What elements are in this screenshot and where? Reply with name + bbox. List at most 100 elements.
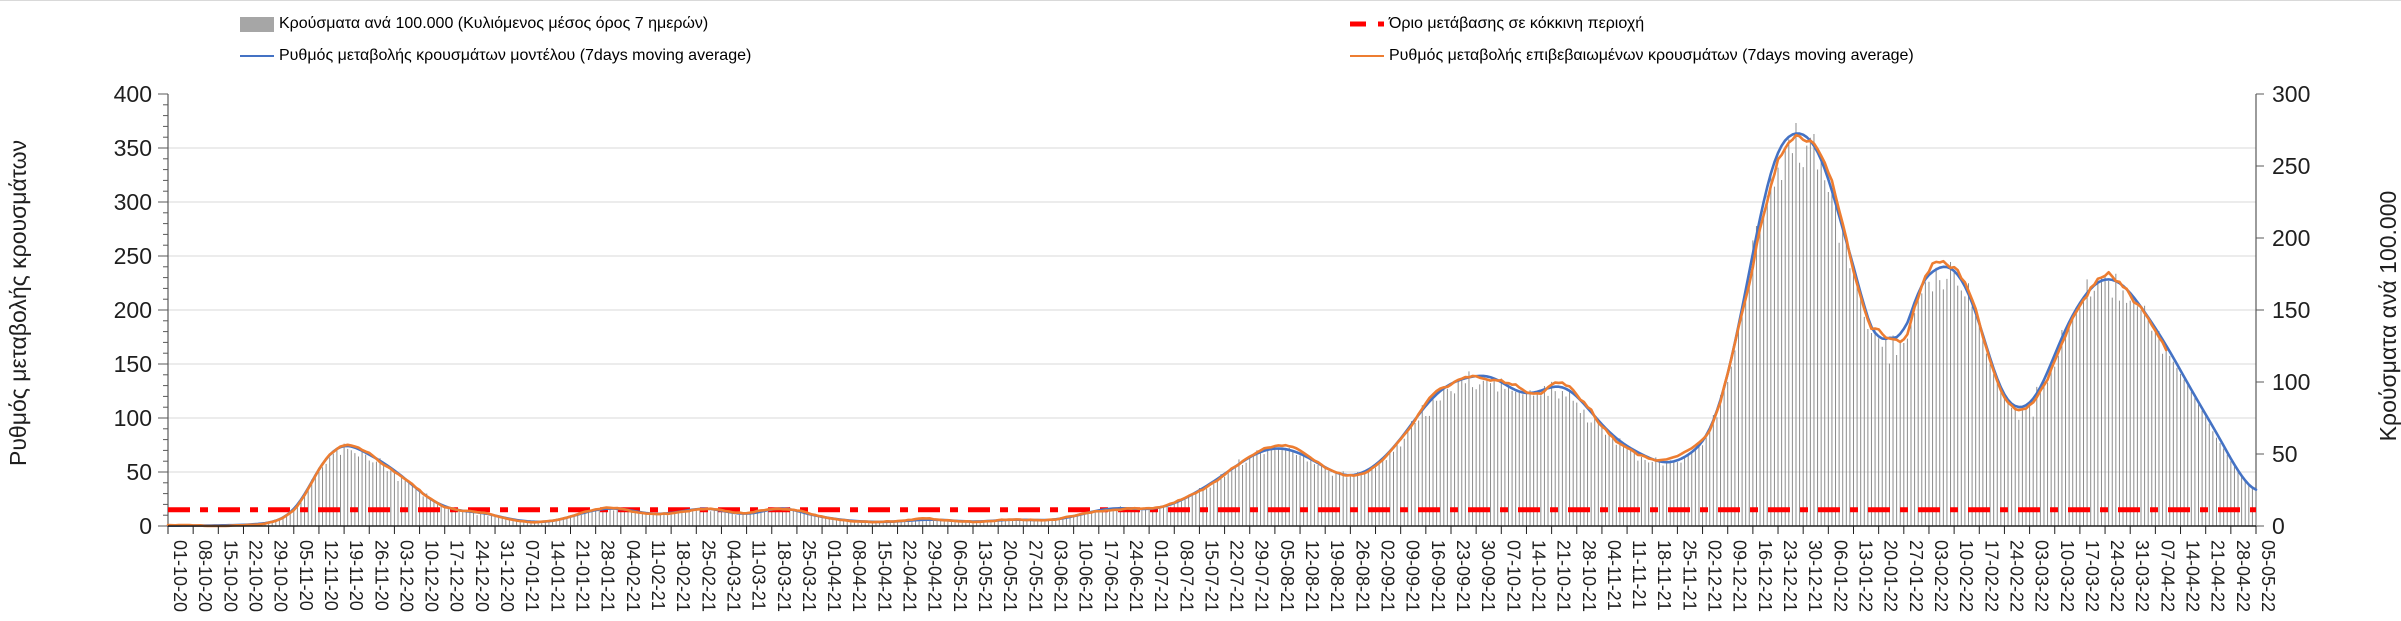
svg-text:27-05-21: 27-05-21 <box>1025 540 1045 612</box>
svg-text:14-10-21: 14-10-21 <box>1528 540 1548 612</box>
svg-text:11-02-21: 11-02-21 <box>648 540 668 611</box>
svg-text:31-03-22: 31-03-22 <box>2132 540 2152 612</box>
svg-text:300: 300 <box>2272 81 2310 107</box>
svg-text:03-12-20: 03-12-20 <box>396 540 416 612</box>
svg-text:50: 50 <box>126 459 152 485</box>
svg-text:28-04-22: 28-04-22 <box>2233 540 2253 612</box>
svg-text:10-02-22: 10-02-22 <box>1956 540 1976 612</box>
svg-text:14-04-22: 14-04-22 <box>2183 540 2203 612</box>
svg-text:04-03-21: 04-03-21 <box>723 540 743 612</box>
svg-text:15-07-21: 15-07-21 <box>1201 540 1221 612</box>
svg-text:19-11-20: 19-11-20 <box>346 540 366 611</box>
svg-text:02-12-21: 02-12-21 <box>1705 540 1725 612</box>
svg-text:100: 100 <box>2272 369 2310 395</box>
svg-text:07-01-21: 07-01-21 <box>522 540 542 612</box>
svg-text:04-02-21: 04-02-21 <box>623 540 643 612</box>
svg-text:01-04-21: 01-04-21 <box>824 540 844 612</box>
svg-text:0: 0 <box>2272 513 2285 539</box>
svg-text:0: 0 <box>139 513 152 539</box>
svg-text:08-07-21: 08-07-21 <box>1176 540 1196 612</box>
svg-text:24-02-22: 24-02-22 <box>2006 540 2026 612</box>
svg-text:10-06-21: 10-06-21 <box>1076 540 1096 612</box>
svg-text:05-11-20: 05-11-20 <box>296 540 316 611</box>
svg-text:06-05-21: 06-05-21 <box>950 540 970 612</box>
svg-text:18-11-21: 18-11-21 <box>1654 540 1674 611</box>
svg-text:350: 350 <box>114 135 152 161</box>
svg-text:19-08-21: 19-08-21 <box>1327 540 1347 612</box>
svg-text:24-12-20: 24-12-20 <box>472 540 492 612</box>
svg-text:14-01-21: 14-01-21 <box>547 540 567 612</box>
svg-text:400: 400 <box>114 81 152 107</box>
svg-text:29-04-21: 29-04-21 <box>925 540 945 612</box>
svg-text:21-01-21: 21-01-21 <box>573 540 593 612</box>
svg-text:30-12-21: 30-12-21 <box>1805 540 1825 612</box>
svg-text:04-11-21: 04-11-21 <box>1604 540 1624 611</box>
svg-text:05-08-21: 05-08-21 <box>1277 540 1297 612</box>
svg-text:02-09-21: 02-09-21 <box>1378 540 1398 612</box>
svg-text:08-04-21: 08-04-21 <box>849 540 869 612</box>
svg-text:200: 200 <box>2272 225 2310 251</box>
svg-text:15-04-21: 15-04-21 <box>874 540 894 612</box>
svg-text:22-04-21: 22-04-21 <box>900 540 920 612</box>
svg-text:31-12-20: 31-12-20 <box>497 540 517 612</box>
svg-text:18-02-21: 18-02-21 <box>673 540 693 612</box>
svg-text:26-11-20: 26-11-20 <box>371 540 391 611</box>
svg-text:13-05-21: 13-05-21 <box>975 540 995 612</box>
svg-text:20-01-22: 20-01-22 <box>1881 540 1901 612</box>
svg-text:10-12-20: 10-12-20 <box>422 540 442 612</box>
svg-text:01-10-20: 01-10-20 <box>170 540 190 612</box>
svg-text:11-03-21: 11-03-21 <box>749 540 769 611</box>
svg-text:50: 50 <box>2272 441 2298 467</box>
svg-text:28-01-21: 28-01-21 <box>598 540 618 612</box>
svg-text:29-10-20: 29-10-20 <box>271 540 291 612</box>
svg-text:06-01-22: 06-01-22 <box>1830 540 1850 612</box>
svg-text:250: 250 <box>114 243 152 269</box>
svg-text:250: 250 <box>2272 153 2310 179</box>
svg-text:05-05-22: 05-05-22 <box>2258 540 2278 612</box>
svg-text:23-09-21: 23-09-21 <box>1453 540 1473 612</box>
svg-text:03-06-21: 03-06-21 <box>1050 540 1070 612</box>
svg-text:24-06-21: 24-06-21 <box>1126 540 1146 612</box>
svg-text:23-12-21: 23-12-21 <box>1780 540 1800 612</box>
svg-text:03-03-22: 03-03-22 <box>2032 540 2052 612</box>
svg-text:01-07-21: 01-07-21 <box>1151 540 1171 612</box>
svg-text:16-12-21: 16-12-21 <box>1755 540 1775 612</box>
svg-text:09-12-21: 09-12-21 <box>1730 540 1750 612</box>
svg-text:13-01-22: 13-01-22 <box>1855 540 1875 612</box>
svg-text:07-04-22: 07-04-22 <box>2157 540 2177 612</box>
svg-text:17-02-22: 17-02-22 <box>1981 540 2001 612</box>
svg-text:300: 300 <box>114 189 152 215</box>
svg-text:17-03-22: 17-03-22 <box>2082 540 2102 612</box>
svg-text:21-04-22: 21-04-22 <box>2208 540 2228 612</box>
svg-text:29-07-21: 29-07-21 <box>1252 540 1272 612</box>
svg-text:150: 150 <box>2272 297 2310 323</box>
svg-text:07-10-21: 07-10-21 <box>1503 540 1523 612</box>
svg-text:03-02-22: 03-02-22 <box>1931 540 1951 612</box>
svg-text:16-09-21: 16-09-21 <box>1428 540 1448 612</box>
svg-text:25-02-21: 25-02-21 <box>698 540 718 612</box>
svg-text:17-12-20: 17-12-20 <box>447 540 467 612</box>
svg-text:24-03-22: 24-03-22 <box>2107 540 2127 612</box>
svg-text:27-01-22: 27-01-22 <box>1906 540 1926 612</box>
svg-text:12-08-21: 12-08-21 <box>1302 540 1322 612</box>
svg-text:20-05-21: 20-05-21 <box>1000 540 1020 612</box>
svg-text:09-09-21: 09-09-21 <box>1403 540 1423 612</box>
svg-text:28-10-21: 28-10-21 <box>1579 540 1599 612</box>
svg-text:25-03-21: 25-03-21 <box>799 540 819 612</box>
svg-text:10-03-22: 10-03-22 <box>2057 540 2077 612</box>
svg-text:150: 150 <box>114 351 152 377</box>
svg-text:21-10-21: 21-10-21 <box>1554 540 1574 612</box>
svg-text:17-06-21: 17-06-21 <box>1101 540 1121 612</box>
svg-text:15-10-20: 15-10-20 <box>220 540 240 612</box>
svg-text:22-10-20: 22-10-20 <box>245 540 265 612</box>
svg-text:25-11-21: 25-11-21 <box>1679 540 1699 611</box>
svg-text:26-08-21: 26-08-21 <box>1352 540 1372 612</box>
svg-text:200: 200 <box>114 297 152 323</box>
svg-text:08-10-20: 08-10-20 <box>195 540 215 612</box>
svg-text:11-11-21: 11-11-21 <box>1629 540 1649 609</box>
svg-text:100: 100 <box>114 405 152 431</box>
svg-text:30-09-21: 30-09-21 <box>1478 540 1498 612</box>
svg-text:22-07-21: 22-07-21 <box>1227 540 1247 612</box>
svg-text:18-03-21: 18-03-21 <box>774 540 794 612</box>
svg-text:12-11-20: 12-11-20 <box>321 540 341 611</box>
